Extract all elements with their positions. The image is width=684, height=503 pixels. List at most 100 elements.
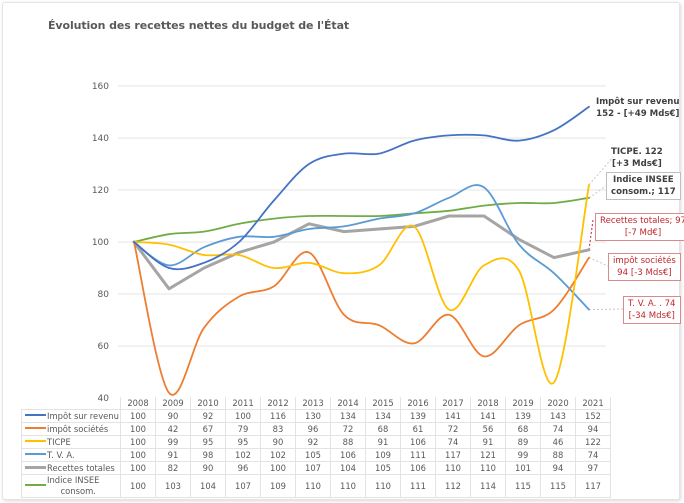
data-label: 152 bbox=[575, 409, 611, 423]
data-label: 115 bbox=[540, 474, 576, 498]
legend-entry: T. V. A. bbox=[21, 448, 121, 462]
series-line-ticpe bbox=[133, 183, 590, 385]
data-label: 130 bbox=[295, 409, 331, 423]
data-label: 121 bbox=[470, 448, 506, 462]
data-label: 111 bbox=[400, 474, 436, 498]
data-label: 103 bbox=[155, 474, 191, 498]
series-line-indice-insee-consom- bbox=[133, 196, 590, 243]
data-label: 100 bbox=[120, 409, 156, 423]
annotation-line1: Indice INSEE bbox=[613, 175, 674, 185]
data-label: 72 bbox=[330, 422, 366, 436]
data-label: 141 bbox=[470, 409, 506, 423]
legend-label-line1: Indice INSEE bbox=[47, 475, 100, 485]
data-label: 74 bbox=[435, 435, 471, 449]
legend-label: T. V. A. bbox=[47, 450, 75, 461]
legend-swatch bbox=[25, 414, 46, 417]
data-label: 102 bbox=[260, 448, 296, 462]
data-label: 91 bbox=[155, 448, 191, 462]
table-row: TICPE 100 99 95 95 90 92 88 91 106 74 91 89 46 122 bbox=[21, 435, 611, 449]
legend-label: TICPE bbox=[47, 437, 71, 448]
data-label: 101 bbox=[505, 461, 541, 475]
data-label: 72 bbox=[435, 422, 471, 436]
table-row: Recettes totales 100 82 90 96 100 107 104 105 106… bbox=[21, 461, 611, 475]
data-label: 122 bbox=[575, 435, 611, 449]
data-label: 68 bbox=[365, 422, 401, 436]
data-label: 105 bbox=[365, 461, 401, 475]
y-tick-label: 160 bbox=[92, 82, 109, 92]
data-label: 92 bbox=[295, 435, 331, 449]
table-corner bbox=[21, 397, 121, 410]
annotation-line1: TICPE. 122 bbox=[611, 147, 663, 157]
data-label: 61 bbox=[400, 422, 436, 436]
legend-label: impôt sociétés bbox=[47, 424, 109, 435]
x-tick-label: 2009 bbox=[155, 397, 191, 410]
data-label: 100 bbox=[225, 409, 261, 423]
legend-label: Impôt sur revenu bbox=[47, 411, 119, 422]
data-label: 91 bbox=[365, 435, 401, 449]
x-tick-label: 2012 bbox=[260, 397, 296, 410]
data-label: 56 bbox=[470, 422, 506, 436]
data-label: 89 bbox=[505, 435, 541, 449]
data-label: 104 bbox=[190, 474, 226, 498]
series-line-t-v-a- bbox=[133, 184, 590, 311]
legend-entry: Impôt sur revenu bbox=[21, 409, 121, 423]
data-label: 82 bbox=[155, 461, 191, 475]
annotation-line2: 94 [-3 Mds€] bbox=[617, 268, 672, 278]
chart-title: Évolution des recettes nettes du budget … bbox=[48, 19, 350, 32]
data-label: 74 bbox=[540, 422, 576, 436]
data-label: 99 bbox=[155, 435, 191, 449]
legend-swatch bbox=[25, 484, 46, 486]
data-label: 134 bbox=[330, 409, 366, 423]
series-lines bbox=[132, 105, 591, 396]
data-label: 95 bbox=[190, 435, 226, 449]
data-label: 100 bbox=[260, 461, 296, 475]
data-label: 90 bbox=[155, 409, 191, 423]
data-label: 139 bbox=[505, 409, 541, 423]
data-label: 117 bbox=[575, 474, 611, 498]
data-label: 92 bbox=[190, 409, 226, 423]
data-label: 106 bbox=[400, 461, 436, 475]
data-label: 83 bbox=[260, 422, 296, 436]
data-label: 110 bbox=[295, 474, 331, 498]
y-tick-label: 140 bbox=[92, 134, 109, 144]
annotation-leader-line bbox=[588, 219, 594, 250]
annotation-tva: T. V. A. . 74 [-34 Mds€] bbox=[623, 296, 681, 324]
data-label: 94 bbox=[575, 422, 611, 436]
annotation-line2: [-34 Mds€] bbox=[628, 311, 675, 321]
data-label: 96 bbox=[295, 422, 331, 436]
data-label: 91 bbox=[470, 435, 506, 449]
annotation-line1: Recettes totales; 97 bbox=[600, 216, 684, 226]
legend-swatch bbox=[25, 453, 46, 456]
data-label: 99 bbox=[505, 448, 541, 462]
data-label: 97 bbox=[575, 461, 611, 475]
x-tick-label: 2010 bbox=[190, 397, 226, 410]
data-label: 114 bbox=[470, 474, 506, 498]
data-label: 42 bbox=[155, 422, 191, 436]
series-line-recettes-totales bbox=[132, 214, 591, 291]
data-label: 107 bbox=[225, 474, 261, 498]
annotation-leaders bbox=[588, 156, 624, 311]
annotation-ticpe: TICPE. 122 [+3 Mds€] bbox=[611, 146, 663, 170]
legend-swatch bbox=[25, 427, 46, 430]
annotation-line1: Impôt sur revenu bbox=[596, 97, 680, 107]
legend-entry: Indice INSEE consom. bbox=[21, 474, 121, 498]
annotation-indice-insee: Indice INSEE consom.; 117 bbox=[606, 172, 681, 200]
data-label: 106 bbox=[400, 435, 436, 449]
data-label: 116 bbox=[260, 409, 296, 423]
annotation-line2: [-7 Md€] bbox=[624, 228, 662, 238]
data-label: 88 bbox=[540, 448, 576, 462]
data-label: 90 bbox=[190, 461, 226, 475]
data-label: 110 bbox=[330, 474, 366, 498]
annotation-leader-line bbox=[588, 257, 609, 267]
legend-label: Recettes totales bbox=[47, 463, 115, 474]
annotation-impot-societes: impôt sociétés 94 [-3 Mds€] bbox=[608, 253, 681, 281]
legend-label: Indice INSEE consom. bbox=[47, 475, 99, 497]
data-label: 100 bbox=[120, 435, 156, 449]
y-tick-label: 80 bbox=[98, 290, 110, 300]
data-label: 139 bbox=[400, 409, 436, 423]
data-label: 104 bbox=[330, 461, 366, 475]
annotation-line2: consom.; 117 bbox=[611, 187, 676, 197]
data-label: 94 bbox=[540, 461, 576, 475]
data-label: 107 bbox=[295, 461, 331, 475]
